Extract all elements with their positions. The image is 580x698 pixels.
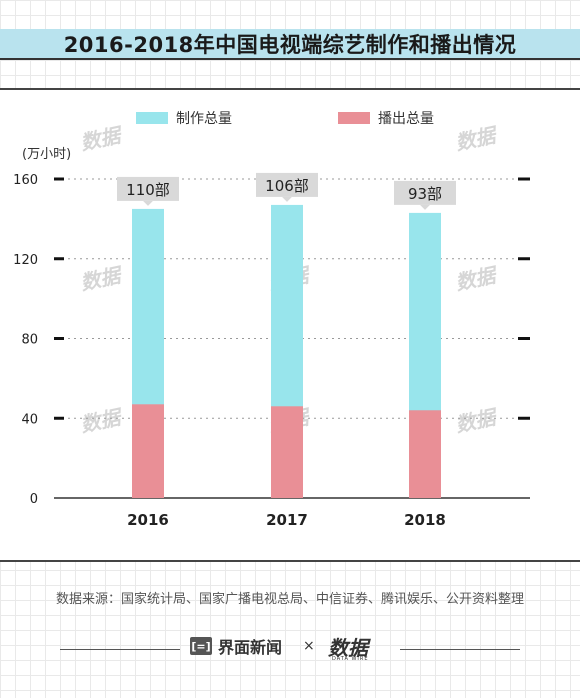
y-tick-label: 160 xyxy=(13,173,38,188)
legend-swatch-broadcast xyxy=(338,112,370,124)
y-tick-label: 80 xyxy=(21,333,38,348)
footer-separator: × xyxy=(303,638,315,654)
data-label-box xyxy=(256,172,318,197)
data-label-pointer xyxy=(143,200,153,206)
chart-title: 2016-2018年中国电视端综艺制作和播出情况 xyxy=(63,32,517,57)
footer-brand-name: 界面新闻 xyxy=(218,638,283,657)
footer-brand: [=] 界面新闻 xyxy=(190,634,282,658)
legend-item-broadcast: 播出总量 xyxy=(338,108,434,128)
data-label-box xyxy=(117,176,179,201)
x-tick-label: 2017 xyxy=(266,511,308,529)
source-note: 数据来源：国家统计局、国家广播电视总局、中信证券、腾讯娱乐、公开资料整理 xyxy=(55,592,524,607)
x-tick-label: 2018 xyxy=(404,511,446,529)
data-label-pointer xyxy=(282,196,292,202)
x-tick-label: 2016 xyxy=(127,511,169,529)
footer-partner-logo: 数据 xyxy=(328,636,368,660)
legend-item-production: 制作总量 xyxy=(136,108,232,128)
brand-logo-icon: [=] xyxy=(190,637,212,655)
y-axis-unit-label: (万小时) xyxy=(22,147,72,162)
data-label: 110部 xyxy=(126,181,170,199)
title-band: 2016-2018年中国电视端综艺制作和播出情况 xyxy=(0,29,580,60)
bar-broadcast xyxy=(409,410,441,498)
data-label: 106部 xyxy=(265,177,309,195)
data-label-pointer xyxy=(420,204,430,210)
footer-divider xyxy=(400,649,520,650)
y-tick-label: 40 xyxy=(21,412,38,427)
data-label: 93部 xyxy=(408,185,442,203)
footer-divider xyxy=(60,649,180,650)
y-tick-label: 120 xyxy=(13,253,38,268)
y-tick-label: 0 xyxy=(30,492,38,507)
data-label-box xyxy=(394,180,456,205)
legend-label-broadcast: 播出总量 xyxy=(378,111,434,127)
bar-broadcast xyxy=(132,404,164,498)
legend-label-production: 制作总量 xyxy=(176,111,232,127)
footer: [=] 界面新闻 × 数据 DATA WIRE xyxy=(0,632,580,662)
chart-legend: 制作总量 播出总量 xyxy=(0,108,580,132)
legend-swatch-production xyxy=(136,112,168,124)
footer-partner-tagline: DATA WIRE xyxy=(332,656,369,662)
bar-broadcast xyxy=(271,406,303,498)
